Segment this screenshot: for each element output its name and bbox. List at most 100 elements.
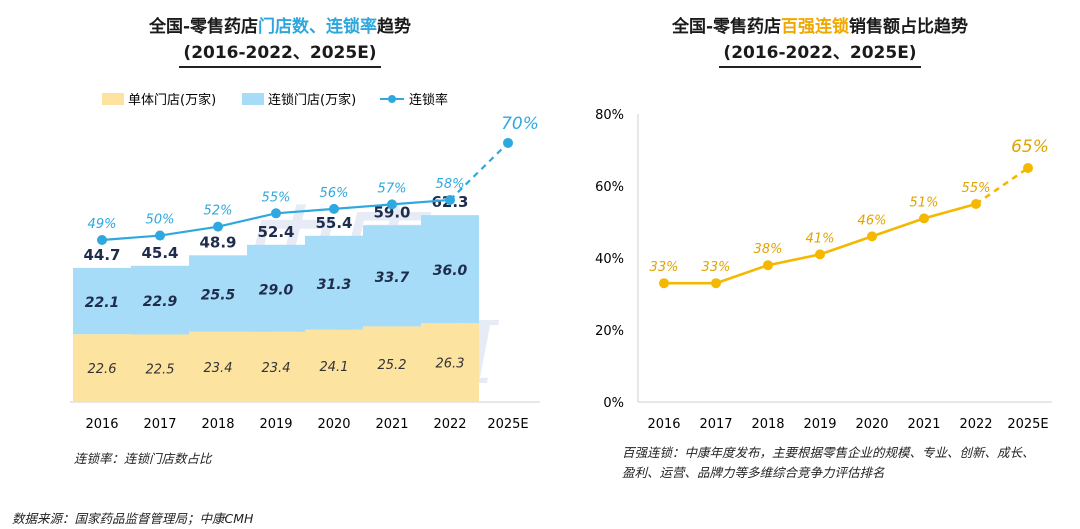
bar-label-chain-store: 22.1 [85, 295, 120, 311]
chain-rate-label: 58% [436, 177, 465, 192]
chain-rate-point [271, 208, 281, 219]
right-title-part2: 百强连锁 [781, 17, 850, 37]
bar-label-single-store: 23.4 [204, 361, 233, 376]
chain-rate-point [97, 235, 107, 245]
top100-share-label: 65% [1011, 137, 1049, 157]
bar-label-chain-store: 29.0 [259, 282, 294, 298]
top100-share-point [867, 231, 877, 242]
bar-total-label: 45.4 [141, 244, 178, 262]
top100-share-label: 33% [702, 260, 731, 275]
top100-share-label: 46% [858, 213, 887, 228]
right-x-tick-label: 2025E [1007, 417, 1048, 432]
chain-rate-label: 49% [88, 217, 117, 232]
right-chart-note-line2: 盈利、运营、品牌力等多维综合竞争力评估排名 [622, 465, 885, 480]
bar-label-chain-store: 33.7 [375, 270, 410, 286]
right-title-part3: 销售额占比趋势 [849, 17, 969, 37]
bar-label-single-store: 23.4 [262, 361, 291, 376]
right-y-tick-label: 80% [595, 108, 624, 123]
right-x-tick-label: 2021 [907, 417, 940, 432]
bar-label-chain-store: 25.5 [201, 288, 236, 304]
left-x-tick-label: 2019 [259, 417, 292, 432]
bar-label-single-store: 24.1 [320, 360, 349, 375]
right-chart-panel: 全国-零售药店百强连锁销售额占比趋势 (2016-2022、2025E) 0% 2… [560, 0, 1080, 500]
right-x-tick-label: 2016 [647, 417, 680, 432]
legend-swatch-single-store [102, 93, 124, 105]
left-legend: 单体门店(万家) 连锁门店(万家) 连锁率 [102, 92, 448, 108]
bar-total-label: 48.9 [199, 233, 236, 251]
chain-rate-label: 56% [320, 186, 349, 201]
left-x-tick-label: 2018 [201, 417, 234, 432]
left-x-tick-label: 2017 [143, 417, 176, 432]
right-x-tick-label: 2019 [803, 417, 836, 432]
top100-share-point [971, 199, 981, 209]
bar-chain-store [305, 235, 363, 330]
right-y-tick-label: 0% [603, 396, 624, 411]
left-title-years: (2016-2022、2025E) [179, 40, 381, 68]
right-y-tick-label: 40% [595, 252, 624, 267]
top100-share-point [711, 278, 721, 289]
right-y-tick-label: 60% [595, 180, 624, 195]
chain-rate-point [503, 137, 513, 148]
chain-rate-point [213, 221, 223, 232]
chain-rate-label: 52% [204, 204, 233, 219]
chain-rate-point [387, 199, 397, 210]
bar-chain-store [421, 215, 479, 324]
right-chart-note-line1: 百强连锁：中康年度发布，主要根据零售企业的规模、专业、创新、成长、 [622, 445, 1035, 460]
legend-label-single-store: 单体门店(万家) [128, 92, 216, 108]
right-title-part1: 全国-零售药店 [671, 17, 782, 37]
left-x-tick-label: 2025E [487, 417, 528, 432]
bar-label-chain-store: 22.9 [143, 294, 178, 310]
bar-chain-store [189, 255, 247, 332]
bar-single-store [73, 334, 131, 402]
chain-rate-point [155, 230, 165, 241]
bar-single-store [421, 323, 479, 402]
chain-rate-point [329, 203, 339, 214]
top100-share-label: 33% [650, 260, 679, 275]
bar-label-single-store: 22.5 [146, 362, 175, 377]
top100-share-point [659, 278, 669, 289]
left-x-tick-label: 2021 [375, 417, 408, 432]
bar-total-label: 59.0 [373, 203, 410, 221]
bar-label-single-store: 22.6 [88, 362, 117, 377]
right-line-chart: 0% 20% 40% 60% 80% 2016 2017 2018 2019 2020 2021 20… [595, 108, 1052, 432]
bar-single-store [305, 329, 363, 402]
bar-single-store [131, 334, 189, 402]
top100-share-label: 55% [962, 181, 991, 196]
top100-share-label: 41% [806, 231, 835, 246]
left-chart-note: 连锁率：连锁门店数占比 [74, 451, 212, 466]
legend-marker-chain-rate [388, 95, 396, 103]
top100-share-point [919, 213, 929, 224]
chain-rate-point [445, 194, 455, 205]
left-bar-line-chart: 单体门店(万家) 连锁门店(万家) 连锁率 2016 22.6 22.1 44.7 2017 2… [70, 92, 540, 432]
left-title-part2: 门店数、连锁率 [258, 17, 378, 37]
bar-chain-store [73, 267, 131, 335]
right-title-years: (2016-2022、2025E) [719, 40, 921, 68]
top100-share-label: 38% [754, 242, 783, 257]
top100-share-label: 51% [910, 195, 939, 210]
legend-label-chain-rate: 连锁率 [409, 92, 448, 108]
left-chart-title: 全国-零售药店门店数、连锁率趋势 (2016-2022、2025E) [0, 14, 560, 68]
left-x-tick-label: 2016 [85, 417, 118, 432]
right-y-tick-label: 20% [595, 324, 624, 339]
bar-label-chain-store: 36.0 [433, 263, 468, 279]
bar-single-store [247, 331, 305, 402]
right-x-tick-label: 2017 [699, 417, 732, 432]
bar-total-label: 55.4 [315, 214, 352, 232]
bar-single-store [189, 331, 247, 402]
legend-label-chain-store: 连锁门店(万家) [268, 92, 356, 108]
right-x-tick-label: 2020 [855, 417, 888, 432]
data-source-footer: 数据来源：国家药品监督管理局；中康CMH [12, 511, 254, 526]
bar-total-label: 52.4 [257, 223, 294, 241]
left-chart-panel: 全国-零售药店门店数、连锁率趋势 (2016-2022、2025E) 中康CMH… [0, 0, 560, 500]
bar-total-label: 44.7 [83, 246, 120, 264]
right-chart-title: 全国-零售药店百强连锁销售额占比趋势 (2016-2022、2025E) [560, 14, 1080, 68]
bar-label-chain-store: 31.3 [317, 277, 352, 293]
chain-rate-label: 55% [262, 190, 291, 205]
bar-chain-store [131, 265, 189, 335]
top100-share-point [763, 260, 773, 271]
bar-single-store [363, 326, 421, 402]
chain-rate-label: 70% [501, 114, 539, 134]
chain-rate-label: 50% [146, 213, 175, 228]
bar-label-single-store: 25.2 [378, 358, 407, 373]
left-title-part1: 全国-零售药店 [148, 17, 259, 37]
